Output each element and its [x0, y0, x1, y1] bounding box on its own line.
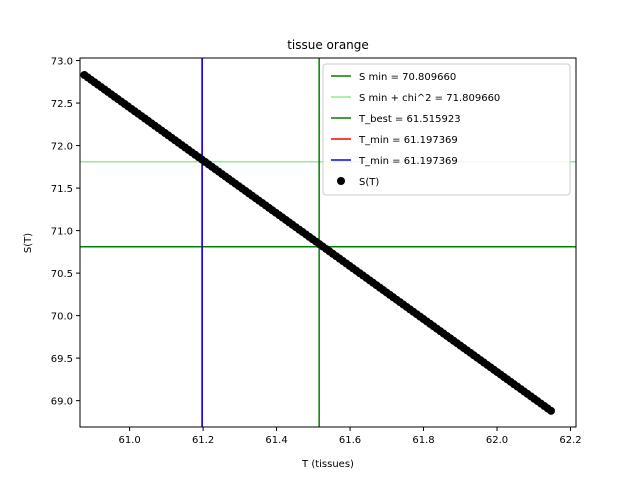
- y-tick-label: 69.0: [51, 397, 73, 408]
- y-tick-label: 72.0: [51, 142, 73, 153]
- y-tick-label: 70.5: [51, 269, 73, 280]
- x-tick-label: 61.6: [339, 435, 361, 446]
- y-tick-label: 73.0: [51, 57, 73, 68]
- y-tick-label: 69.5: [51, 354, 73, 365]
- y-tick-label: 71.0: [51, 227, 73, 238]
- x-axis: 61.0 61.2 61.4 61.6 61.8 62.0 62.2: [118, 427, 582, 446]
- x-tick-label: 62.0: [486, 435, 508, 446]
- chart-title: tissue orange: [287, 38, 369, 52]
- x-tick-label: 61.2: [192, 435, 214, 446]
- y-tick-label: 70.0: [51, 312, 73, 323]
- plot-frame: [79, 57, 577, 428]
- legend-label: T_min = 61.197369: [358, 135, 458, 146]
- legend-swatch: [337, 177, 345, 185]
- x-tick-label: 61.8: [412, 435, 434, 446]
- x-tick-label: 61.0: [118, 435, 140, 446]
- legend-label: T_min = 61.197369: [358, 156, 458, 167]
- legend-label: S min + chi^2 = 71.809660: [359, 93, 500, 104]
- legend-label: T_best = 61.515923: [358, 114, 461, 125]
- x-tick-label: 62.2: [559, 435, 581, 446]
- y-tick-label: 71.5: [51, 184, 73, 195]
- y-axis: 69.0 69.5 70.0 70.5 71.0 71.5 72.0 72.5 73.0: [51, 57, 80, 408]
- scatter-point: [547, 406, 556, 415]
- x-tick-label: 61.4: [265, 435, 287, 446]
- legend-label: S(T): [359, 177, 379, 188]
- x-axis-label: T (tissues): [301, 459, 354, 470]
- legend-box: [322, 63, 571, 196]
- legend-label: S min = 70.809660: [359, 72, 456, 83]
- y-axis-label: S(T): [23, 233, 34, 253]
- scatter-points: [80, 71, 556, 415]
- legend: S min = 70.809660 S min + chi^2 = 71.8096…: [322, 63, 571, 196]
- y-tick-label: 72.5: [51, 99, 73, 110]
